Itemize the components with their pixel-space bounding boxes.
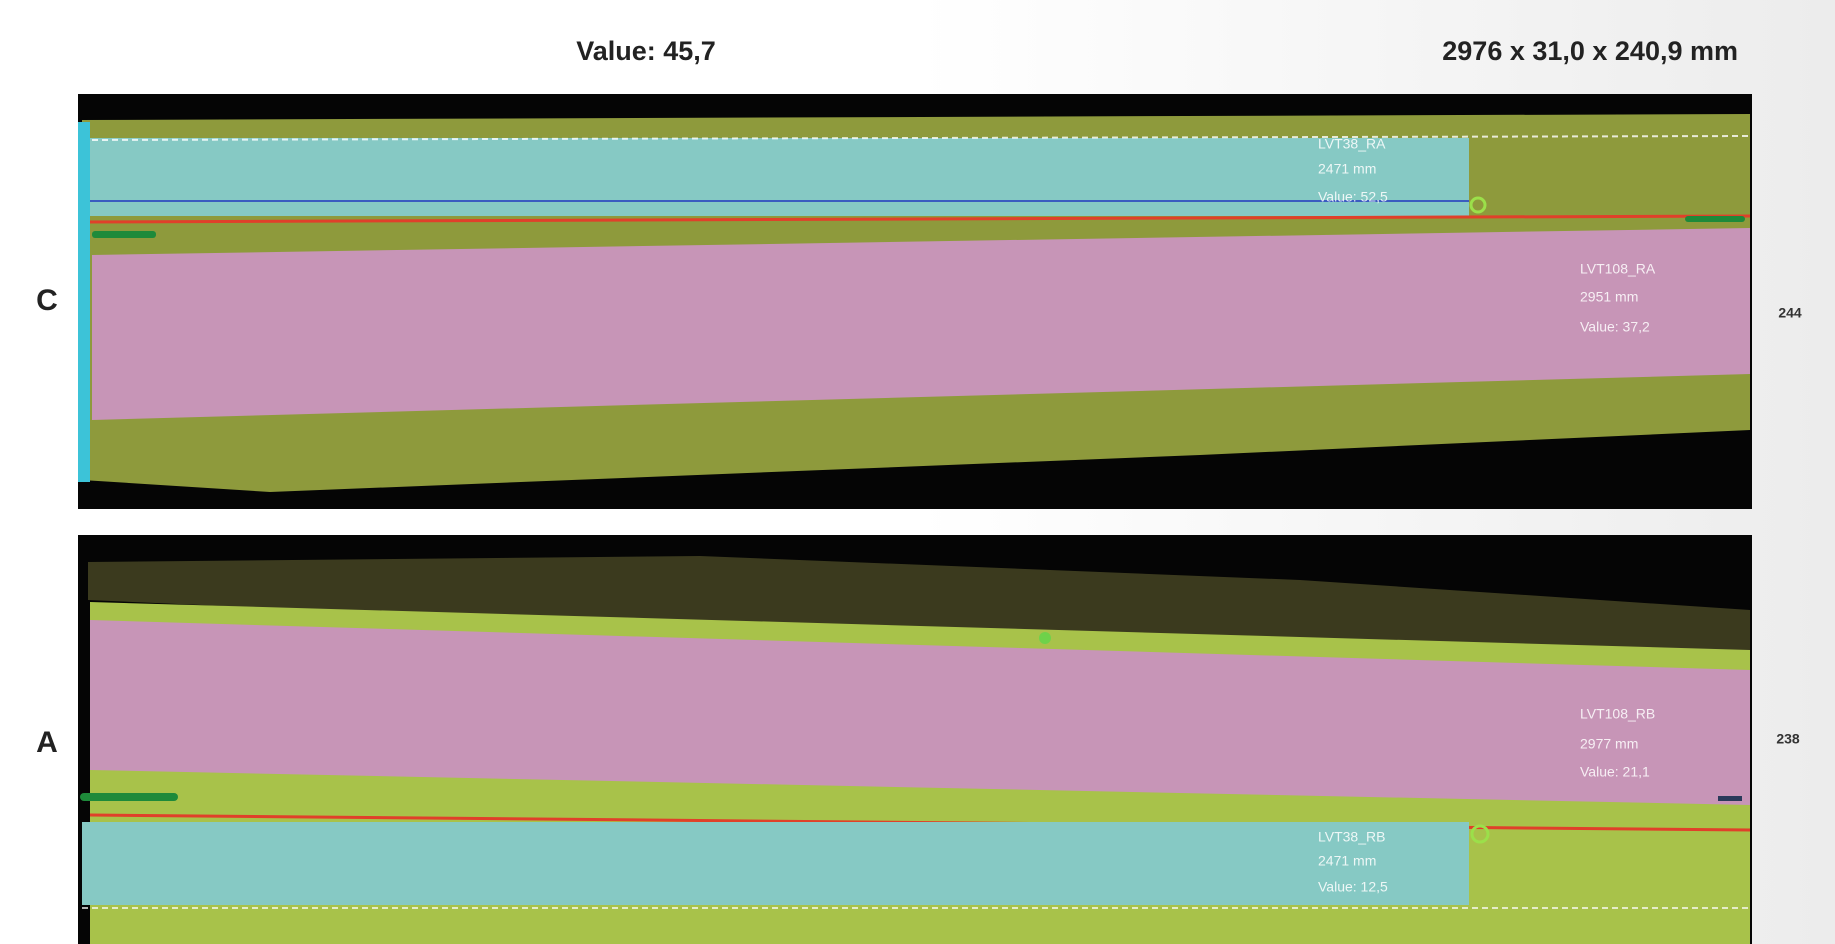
zone-value: Value: 12,5: [1318, 879, 1388, 895]
width-label: 238: [1776, 731, 1800, 747]
side-label: C: [36, 284, 58, 317]
zone-cyan: [82, 138, 1469, 216]
zone-value: Value: 52,5: [1318, 189, 1388, 205]
mark: [92, 231, 156, 238]
page: Value: 45,7 2976 x 31,0 x 240,9 mm LVT38…: [0, 0, 1835, 944]
zone-name: LVT38_RB: [1318, 829, 1385, 845]
zone-length: 2951 mm: [1580, 289, 1638, 305]
scanner-view: Value: 45,7 2976 x 31,0 x 240,9 mm LVT38…: [0, 0, 1835, 944]
board-panel-a: LVT108_RB 2977 mm Value: 21,1 LVT38_RB 2…: [78, 535, 1752, 944]
zone-value: Value: 21,1: [1580, 764, 1650, 780]
zone-length: 2471 mm: [1318, 853, 1376, 869]
mark: [1685, 216, 1745, 222]
zone-name: LVT38_RA: [1318, 136, 1386, 152]
zone-name: LVT108_RA: [1580, 261, 1656, 277]
width-label: 244: [1778, 305, 1802, 321]
value-label: Value: 45,7: [576, 36, 716, 66]
zone-name: LVT108_RB: [1580, 706, 1655, 722]
mark: [1718, 796, 1742, 801]
defect-marker: [1039, 632, 1051, 644]
mark: [80, 793, 178, 801]
zone-cyan: [82, 822, 1469, 905]
end-marker: [78, 122, 90, 482]
zone-length: 2471 mm: [1318, 161, 1376, 177]
dimensions-label: 2976 x 31,0 x 240,9 mm: [1442, 36, 1738, 66]
zone-length: 2977 mm: [1580, 736, 1638, 752]
zone-value: Value: 37,2: [1580, 319, 1650, 335]
side-label: A: [36, 726, 58, 759]
board-panel-c: LVT38_RA 2471 mm Value: 52,5 LVT108_RA 2…: [78, 94, 1752, 509]
